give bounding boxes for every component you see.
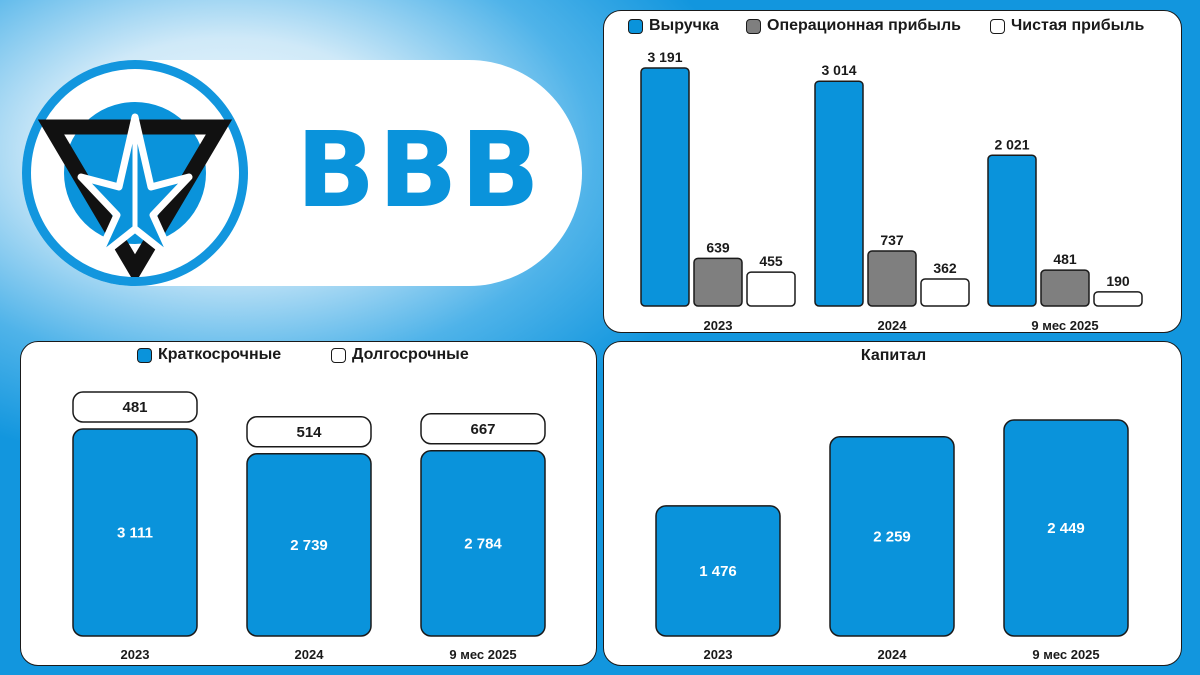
legend-label: Выручка bbox=[649, 17, 719, 34]
bar-short-term bbox=[420, 450, 546, 637]
company-logo bbox=[22, 60, 248, 286]
bar bbox=[987, 154, 1037, 307]
x-tick-label: 2023 bbox=[704, 647, 733, 662]
bar bbox=[655, 505, 781, 637]
bar bbox=[829, 436, 955, 637]
legend-swatch bbox=[137, 347, 152, 363]
legend-label: Операционная прибыль bbox=[767, 17, 961, 34]
bar-long-term bbox=[246, 416, 372, 448]
bar bbox=[867, 250, 917, 307]
data-label: 2 259 bbox=[873, 528, 911, 545]
bar bbox=[1003, 419, 1129, 637]
triangle-star-logo-icon bbox=[37, 102, 233, 284]
bar bbox=[746, 271, 796, 307]
data-label: 481 bbox=[1053, 251, 1077, 267]
data-label: 639 bbox=[706, 239, 730, 255]
legend-item-net-profit: Чистая прибыль bbox=[990, 17, 1144, 35]
bar bbox=[640, 67, 690, 307]
legend-swatch bbox=[628, 18, 643, 34]
data-label: 3 111 bbox=[117, 525, 153, 542]
legend-swatch bbox=[990, 18, 1005, 34]
liabilities-chart-panel: Краткосрочные Долгосрочные 3 111 481 2023 2… bbox=[20, 341, 597, 666]
x-tick-label: 2024 bbox=[878, 318, 908, 331]
data-label: 2 449 bbox=[1047, 520, 1085, 537]
bar bbox=[814, 80, 864, 307]
data-label: 514 bbox=[296, 424, 322, 441]
legend-item-revenue: Выручка bbox=[628, 17, 719, 35]
legend-label: Краткосрочные bbox=[158, 346, 282, 363]
legend-item-long-term: Долгосрочные bbox=[331, 346, 469, 364]
ticker-title: BBB bbox=[296, 109, 543, 231]
x-tick-label: 2024 bbox=[878, 647, 908, 662]
x-tick-label: 9 мес 2025 bbox=[1032, 647, 1099, 662]
legend-item-short-term: Краткосрочные bbox=[137, 346, 281, 364]
chart-title: Капитал bbox=[860, 347, 927, 364]
bar bbox=[1040, 269, 1090, 307]
capital-chart-panel: Капитал 1 476 2023 2 259 2024 2 449 9 мес 202… bbox=[603, 341, 1182, 666]
x-tick-label: 9 мес 2025 bbox=[1031, 318, 1098, 331]
data-label: 190 bbox=[1106, 273, 1130, 289]
bar-short-term bbox=[72, 428, 198, 637]
data-label: 737 bbox=[880, 232, 904, 248]
x-tick-label: 9 мес 2025 bbox=[449, 647, 516, 662]
data-label: 3 014 bbox=[821, 62, 856, 78]
data-label: 2 784 bbox=[464, 535, 502, 552]
legend-swatch bbox=[746, 18, 761, 34]
legend-label: Долгосрочные bbox=[352, 346, 469, 363]
data-label: 3 191 bbox=[647, 49, 682, 65]
income-bar-chart: 3 191 639 455 2023 3 014 737 362 2024 2 021 481 19… bbox=[640, 49, 1143, 331]
legend-item-operating-profit: Операционная прибыль bbox=[746, 17, 961, 35]
liabilities-bar-chart: 3 111 481 2023 2 739 514 2024 2 784 667 9 мес 20… bbox=[72, 391, 546, 662]
x-tick-label: 2023 bbox=[121, 647, 150, 662]
x-tick-label: 2023 bbox=[704, 318, 733, 331]
data-label: 2 739 bbox=[290, 537, 328, 554]
data-label: 667 bbox=[470, 421, 495, 438]
bar bbox=[920, 278, 970, 307]
legend-swatch bbox=[331, 347, 346, 363]
data-label: 481 bbox=[122, 399, 147, 416]
bar bbox=[1093, 291, 1143, 307]
data-label: 2 021 bbox=[994, 136, 1029, 152]
capital-bar-chart: 1 476 2023 2 259 2024 2 449 9 мес 2025 bbox=[655, 419, 1129, 662]
bar bbox=[693, 257, 743, 307]
bar-long-term bbox=[72, 391, 198, 423]
income-chart-panel: Выручка Операционная прибыль Чистая приб… bbox=[603, 10, 1182, 333]
bar-short-term bbox=[246, 453, 372, 637]
legend-label: Чистая прибыль bbox=[1011, 17, 1145, 34]
data-label: 1 476 bbox=[699, 563, 737, 580]
data-label: 362 bbox=[933, 260, 957, 276]
data-label: 455 bbox=[759, 253, 783, 269]
bar-long-term bbox=[420, 413, 546, 445]
x-tick-label: 2024 bbox=[295, 647, 325, 662]
